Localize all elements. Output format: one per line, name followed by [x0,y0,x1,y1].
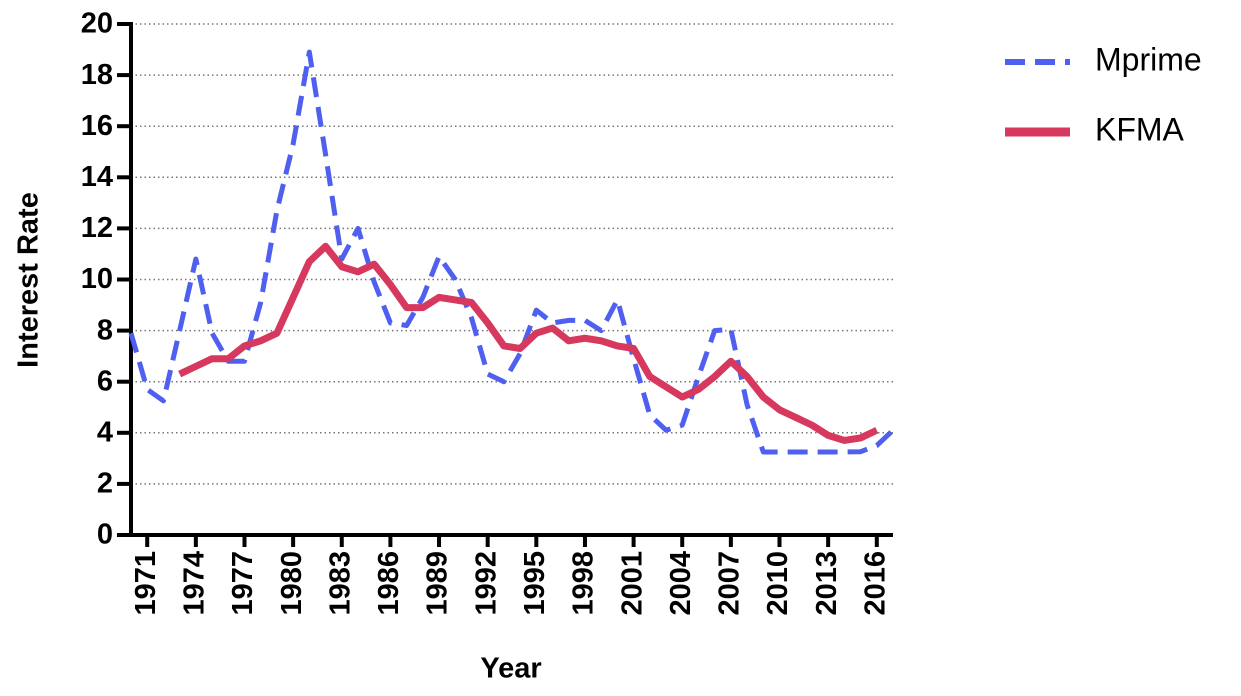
x-tick-label: 1977 [227,551,259,616]
y-tick-label: 8 [97,314,113,346]
y-tick-label: 20 [81,8,113,40]
x-tick-label: 1986 [373,551,405,616]
x-tick-label: 1989 [422,551,454,616]
x-tick-label: 1974 [179,551,211,616]
x-tick-label: 2010 [762,551,794,616]
x-tick-label: 1980 [276,551,308,616]
y-tick-label: 18 [81,59,113,91]
y-axis-label: Interest Rate [13,192,45,368]
y-tick-label: 12 [81,212,113,244]
y-tick-label: 4 [97,416,113,448]
series-line [128,49,895,455]
x-tick-label: 1992 [470,551,502,616]
series-line [178,242,879,444]
y-tick-label: 10 [81,263,113,295]
legend: Mprime KFMA [1005,41,1202,147]
y-tick-label: 0 [97,519,113,551]
x-tick-label: 2001 [616,551,648,616]
y-tick-label: 14 [81,161,113,193]
x-tick-label: 2013 [811,551,843,616]
y-tick-label: 6 [97,365,113,397]
x-tick-label: 1983 [324,551,356,616]
x-tick-label: 1995 [519,551,551,616]
y-tick-label: 16 [81,110,113,142]
x-tick-label: 2007 [714,551,746,616]
x-tick-label: 2016 [859,551,891,616]
x-tick-label: 1971 [130,551,162,616]
y-tick-label: 2 [97,468,113,500]
legend-label: KFMA [1095,111,1185,147]
legend-label: Mprime [1095,41,1202,77]
x-tick-label: 1998 [568,551,600,616]
x-axis-label: Year [480,653,541,685]
x-tick-label: 2004 [665,551,697,616]
